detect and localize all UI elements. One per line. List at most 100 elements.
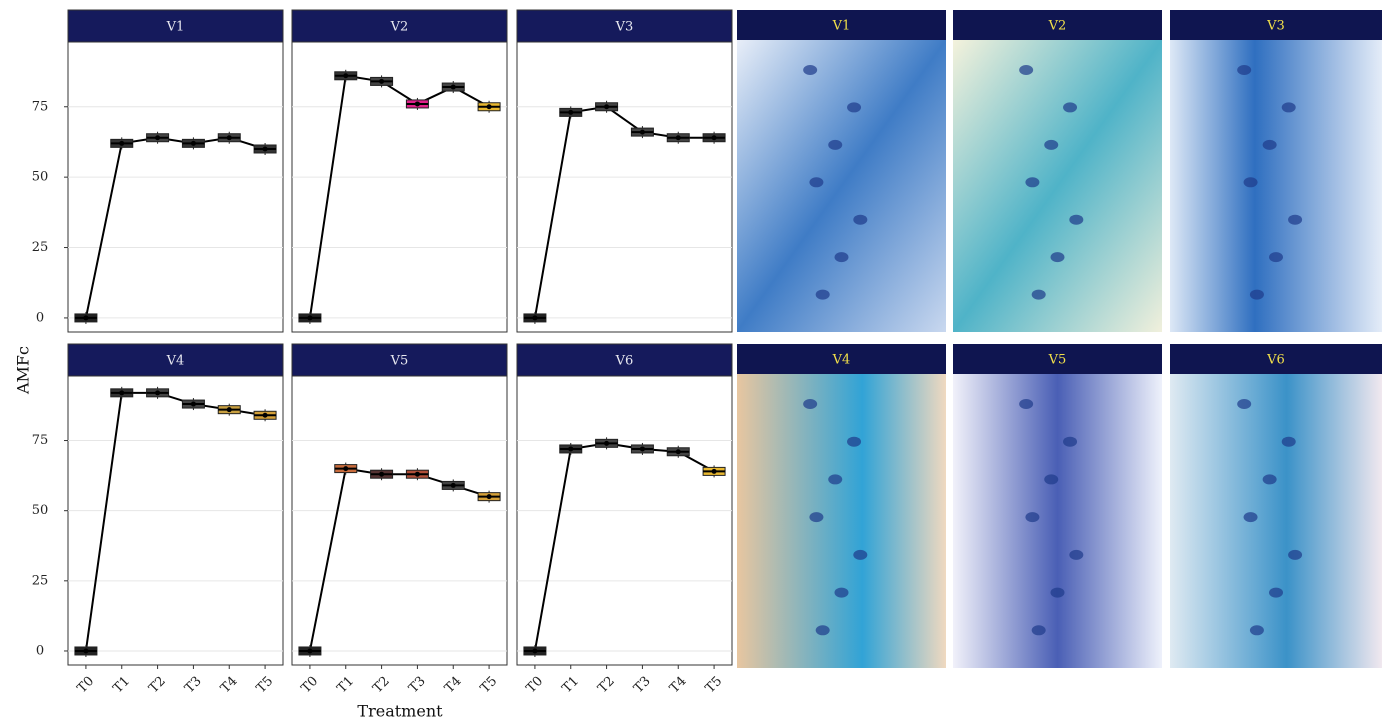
spore — [1063, 102, 1077, 112]
point — [676, 135, 681, 140]
point — [532, 315, 537, 320]
facet-title: V2 — [390, 20, 409, 35]
y-tick-label: 25 — [32, 240, 49, 255]
spore — [1288, 215, 1302, 225]
y-tick-label: 0 — [36, 310, 44, 325]
point — [227, 407, 232, 412]
x-tick-label: T1 — [334, 674, 357, 697]
x-tick-label: T2 — [370, 674, 393, 697]
spore — [809, 512, 823, 522]
point — [568, 110, 573, 115]
spore — [1237, 65, 1251, 75]
point — [307, 648, 312, 653]
spore — [1051, 252, 1065, 262]
panel-background — [68, 376, 283, 665]
spore — [803, 65, 817, 75]
x-tick-label: T5 — [254, 674, 277, 697]
image-label: V4 — [832, 353, 851, 368]
spore — [1025, 512, 1039, 522]
spore — [1069, 550, 1083, 560]
spore — [816, 625, 830, 635]
spore — [828, 474, 842, 484]
spore — [1051, 588, 1065, 598]
spore — [1019, 399, 1033, 409]
point — [640, 130, 645, 135]
point — [83, 648, 88, 653]
spore — [1063, 437, 1077, 447]
point — [487, 494, 492, 499]
panel-background — [292, 376, 507, 665]
point — [712, 469, 717, 474]
image-label: V3 — [1266, 19, 1285, 34]
spore — [1263, 474, 1277, 484]
facet-title: V5 — [390, 354, 409, 369]
y-tick-label: 0 — [36, 643, 44, 658]
figure: V10255075V2V3V40255075T0T1T2T3T4T5V5T0T1… — [0, 0, 1389, 724]
x-tick-label: T1 — [110, 674, 133, 697]
point — [568, 446, 573, 451]
spore — [1282, 102, 1296, 112]
spore — [1025, 177, 1039, 187]
micrograph — [953, 40, 1162, 332]
spore — [1244, 512, 1258, 522]
page: V10255075V2V3V40255075T0T1T2T3T4T5V5T0T1… — [0, 0, 1389, 728]
point — [415, 472, 420, 477]
point — [83, 315, 88, 320]
x-tick-label: T5 — [703, 674, 726, 697]
point — [119, 390, 124, 395]
point — [487, 104, 492, 109]
spore — [853, 215, 867, 225]
point — [191, 402, 196, 407]
spore — [1263, 140, 1277, 150]
x-tick-label: T5 — [478, 674, 501, 697]
spore — [835, 588, 849, 598]
spore — [1044, 474, 1058, 484]
spore — [803, 399, 817, 409]
facet-title: V4 — [166, 354, 185, 369]
micrograph — [737, 374, 946, 668]
point — [379, 472, 384, 477]
x-tick-label: T3 — [182, 674, 205, 697]
facet-title: V3 — [615, 20, 634, 35]
image-label: V1 — [832, 19, 851, 34]
point — [191, 141, 196, 146]
point — [155, 135, 160, 140]
spore — [1288, 550, 1302, 560]
spore — [1250, 290, 1264, 300]
point — [451, 85, 456, 90]
point — [604, 441, 609, 446]
panel-background — [517, 42, 732, 332]
spore — [1244, 177, 1258, 187]
x-tick-label: T3 — [406, 674, 429, 697]
image-label: V5 — [1048, 353, 1067, 368]
spore — [1237, 399, 1251, 409]
image-label: V6 — [1266, 353, 1285, 368]
x-tick-label: T4 — [442, 674, 465, 697]
point — [604, 104, 609, 109]
spore — [828, 140, 842, 150]
micrograph — [953, 374, 1162, 668]
x-tick-label: T3 — [631, 674, 654, 697]
spore — [1032, 290, 1046, 300]
x-tick-label: T0 — [75, 674, 98, 697]
spore — [847, 437, 861, 447]
point — [227, 135, 232, 140]
x-tick-label: T0 — [524, 674, 547, 697]
panel-background — [292, 42, 507, 332]
point — [640, 446, 645, 451]
spore — [1269, 252, 1283, 262]
point — [119, 141, 124, 146]
y-axis-title: AMFc — [14, 346, 33, 395]
y-tick-label: 25 — [32, 573, 49, 588]
spore — [1250, 625, 1264, 635]
point — [451, 483, 456, 488]
point — [676, 449, 681, 454]
panel-background — [517, 376, 732, 665]
point — [532, 648, 537, 653]
point — [263, 146, 268, 151]
y-tick-label: 75 — [32, 433, 49, 448]
x-tick-label: T4 — [218, 674, 241, 697]
x-tick-label: T2 — [146, 674, 169, 697]
point — [379, 79, 384, 84]
y-tick-label: 75 — [32, 99, 49, 114]
